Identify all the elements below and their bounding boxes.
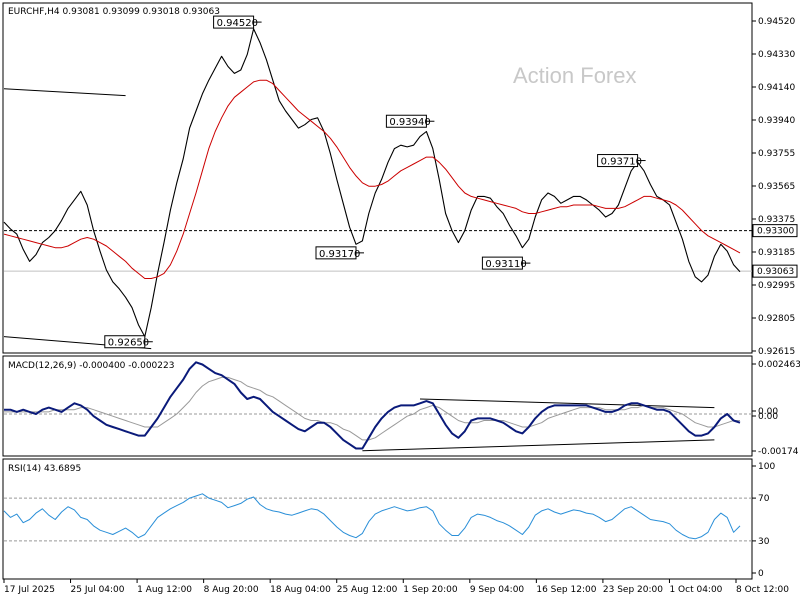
watermark: Action Forex <box>513 63 637 88</box>
annotation-box <box>597 154 639 168</box>
price-y-tick-label: 0.93565 <box>758 182 795 192</box>
x-tick-label: 8 Aug 20:00 <box>204 585 259 595</box>
macd-line <box>4 361 741 450</box>
moving-average-series <box>3 79 741 279</box>
price-series <box>3 28 741 338</box>
x-tick-label: 23 Sep 20:00 <box>603 585 663 595</box>
macd-label: MACD(12,26,9) -0.000400 -0.000223 <box>8 361 174 371</box>
macd-y-tick-label: 0.00 <box>758 412 778 422</box>
annotation-box <box>104 335 146 349</box>
rsi-y-tick-label: 70 <box>758 494 770 504</box>
x-tick-label: 16 Sep 12:00 <box>536 585 596 595</box>
x-tick-label: 25 Aug 12:00 <box>337 585 398 595</box>
rsi-label: RSI(14) 43.6895 <box>8 464 81 474</box>
rsi-y-tick-label: 100 <box>758 462 775 472</box>
annotation-label: 0.94520 <box>217 18 258 29</box>
x-tick-label: 17 Jul 2025 <box>4 585 55 595</box>
price-y-tick-label: 0.94520 <box>758 17 795 27</box>
macd-y-tick-label: -0.00174 <box>758 447 799 457</box>
annotation-box <box>385 114 427 128</box>
annotation-label: 0.93170 <box>319 249 360 260</box>
macd-panel-frame <box>2 355 753 457</box>
macd-trendline <box>362 439 715 452</box>
rsi-y-tick-label: 0 <box>758 569 764 579</box>
annotation-box <box>213 15 255 29</box>
level-tag-box <box>752 264 798 278</box>
macd-series <box>4 361 752 452</box>
annotation-label: 0.93710 <box>601 157 642 168</box>
price-y-tick-label: 0.94140 <box>758 83 795 93</box>
level-tag-box <box>752 224 798 238</box>
price-y-tick-label: 0.93185 <box>758 248 795 258</box>
price-panel-frame <box>2 2 753 354</box>
macd-y-tick-label: 0.00 <box>758 407 778 417</box>
annotation-label: 0.93940 <box>389 117 430 128</box>
price-trendline <box>3 88 126 97</box>
price-y-tick-label: 0.92805 <box>758 314 795 324</box>
price-y-tick-label: 0.93755 <box>758 149 795 159</box>
rsi-y-axis: 100 70 30 0 <box>752 462 775 579</box>
moving-average-line <box>3 79 741 279</box>
price-y-tick-label: 0.92615 <box>758 347 795 357</box>
price-y-tick-label: 0.93375 <box>758 215 795 225</box>
rsi-panel-frame <box>2 458 753 580</box>
x-tick-label: 18 Aug 04:00 <box>270 585 331 595</box>
price-line <box>3 28 741 338</box>
level-tag-label: 0.93300 <box>757 227 794 237</box>
price-y-tick-label: 0.94330 <box>758 50 795 60</box>
annotation-box <box>481 256 523 270</box>
x-tick-label: 9 Sep 04:00 <box>470 585 525 595</box>
level-price-tags: 0.93300 0.93063 <box>752 224 798 278</box>
level-tag-label: 0.93063 <box>757 267 794 277</box>
rsi-series <box>3 493 752 542</box>
macd-y-tick-label: 0.002463 <box>758 360 800 370</box>
x-tick-label: 1 Aug 12:00 <box>137 585 192 595</box>
price-level-lines <box>4 230 752 272</box>
macd-y-axis: 0.002463 0.000.00 -0.00174 <box>752 360 800 457</box>
x-tick-label: 25 Jul 04:00 <box>71 585 125 595</box>
rsi-line <box>3 493 741 540</box>
annotation-box <box>315 246 357 260</box>
symbol-header: EURCHF,H4 0.93081 0.93099 0.93018 0.9306… <box>8 7 220 17</box>
x-tick-label: 8 Oct 12:00 <box>736 585 789 595</box>
annotation-label: 0.92650 <box>108 338 149 349</box>
price-y-axis: 0.94520 0.94330 0.94140 0.93940 0.93755 0.935… <box>752 17 795 357</box>
price-y-tick-label: 0.93940 <box>758 116 795 126</box>
price-annotations: 0.94520 0.93940 0.93710 0.93170 0.93110 0.926… <box>104 15 646 349</box>
time-x-axis: 17 Jul 2025 25 Jul 04:00 1 Aug 12:00 8 Aug … <box>3 579 789 595</box>
macd-trendline <box>419 398 715 409</box>
x-tick-label: 1 Sep 20:00 <box>403 585 458 595</box>
price-y-tick-label: 0.92995 <box>758 281 795 291</box>
rsi-y-tick-label: 30 <box>758 537 770 547</box>
x-tick-label: 1 Oct 04:00 <box>669 585 722 595</box>
annotation-label: 0.93110 <box>485 259 526 270</box>
